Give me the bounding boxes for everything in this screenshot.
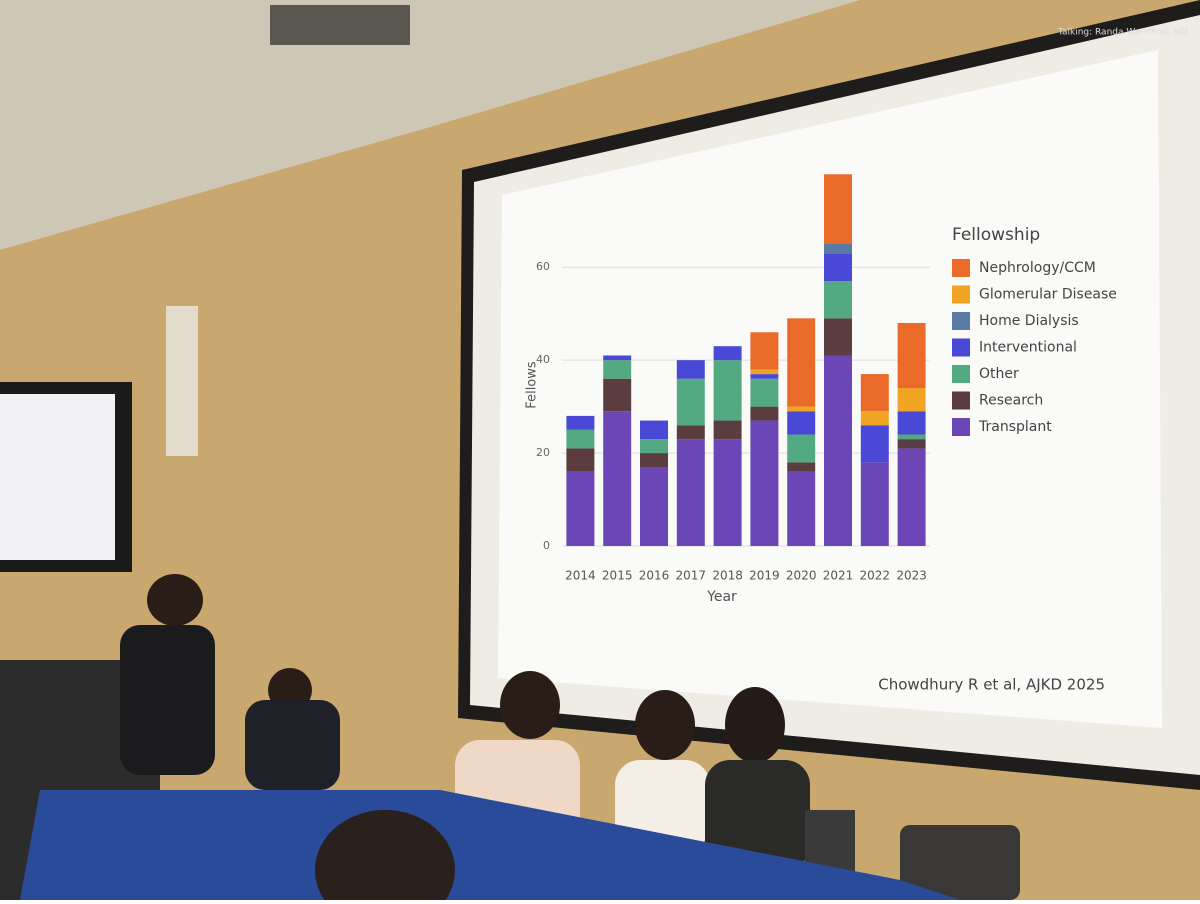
- table: [20, 790, 960, 900]
- bar-segment: [676, 439, 705, 546]
- x-tick-label: 2022: [860, 569, 891, 583]
- audience-head: [315, 810, 455, 904]
- x-tick-label: 2016: [639, 569, 670, 583]
- y-tick-label: 40: [536, 353, 550, 366]
- bar-segment: [603, 360, 632, 379]
- x-tick-label: 2021: [823, 569, 854, 583]
- bar-segment: [860, 411, 889, 426]
- y-tick-label: 0: [543, 539, 550, 552]
- x-tick-label: 2020: [786, 569, 817, 583]
- y-tick-label: 20: [536, 446, 550, 459]
- bar-segment: [713, 439, 742, 546]
- legend-title: Fellowship: [952, 225, 1040, 245]
- person: [500, 671, 560, 739]
- person: [615, 760, 710, 850]
- bar-segment: [824, 253, 852, 282]
- x-tick-label: 2018: [712, 569, 743, 583]
- person: [705, 760, 810, 870]
- bar-segment: [566, 429, 595, 449]
- source: Chowdhury R et al, AJKD 2025: [878, 676, 1105, 694]
- bar-segment: [566, 471, 595, 546]
- bar-segment: [566, 448, 595, 472]
- chart: 0 20 40 60 2014 2015 2016 2017 2018 2019 2020 2021 2…: [536, 174, 1117, 583]
- legend-label: Home Dialysis: [979, 313, 1079, 329]
- monitor-screen: [0, 394, 115, 560]
- bar-segment: [750, 378, 779, 407]
- bar-segment: [787, 434, 816, 463]
- legend-swatch: [952, 391, 970, 410]
- x-tick-label: 2015: [602, 569, 633, 583]
- bar-segment: [824, 281, 852, 319]
- chair: [900, 825, 1020, 900]
- bar-segment: [897, 388, 926, 412]
- legend-label: Research: [979, 393, 1043, 409]
- y-axis-title: Fellows: [525, 361, 540, 409]
- legend-label: Nephrology/CCM: [979, 260, 1096, 276]
- legend-label: Glomerular Disease: [979, 287, 1117, 303]
- bar-segment: [676, 378, 705, 426]
- bar-segment: [824, 174, 852, 244]
- speaker-box: [166, 306, 198, 456]
- bar-segment: [713, 420, 742, 440]
- legend-swatch: [952, 285, 970, 304]
- legend-label: Other: [979, 366, 1019, 382]
- bar-segment: [750, 332, 779, 370]
- x-tick-label: 2019: [749, 569, 780, 583]
- x-tick-label: 2017: [676, 569, 707, 583]
- bar-segment: [603, 378, 632, 412]
- person: [635, 690, 695, 760]
- bar-segment: [640, 453, 668, 468]
- bar-segment: [824, 355, 852, 546]
- bar-segment: [897, 448, 926, 546]
- bar-segment: [860, 374, 889, 412]
- bar-segment: [787, 462, 816, 472]
- bar-segment: [897, 439, 926, 449]
- bar-segment: [824, 243, 852, 254]
- x-axis-title: Year: [706, 589, 737, 605]
- bar-segment: [787, 471, 816, 546]
- bar-segment: [713, 360, 742, 421]
- bar-segment: [787, 406, 816, 412]
- legend-label: Transplant: [978, 419, 1052, 435]
- person: [147, 574, 203, 626]
- bar-segment: [787, 411, 816, 435]
- bar-segment: [750, 420, 779, 546]
- bar-segment: [676, 425, 705, 440]
- bar-segment: [860, 425, 889, 463]
- bar-segment: [676, 360, 705, 379]
- person: [120, 625, 215, 775]
- legend-swatch: [952, 312, 970, 330]
- x-tick-label: 2014: [565, 569, 596, 583]
- bar-segment: [787, 318, 816, 407]
- person: [245, 700, 340, 790]
- legend-swatch: [952, 365, 970, 383]
- bar-segment: [640, 420, 668, 440]
- bar-segment: [750, 406, 779, 421]
- legend-swatch: [952, 338, 970, 357]
- person: [725, 687, 785, 763]
- bar-segment: [897, 434, 926, 440]
- y-tick-label: 60: [536, 260, 550, 273]
- bar-segment: [566, 415, 595, 430]
- bar-segment: [750, 369, 779, 375]
- bar-segment: [897, 322, 926, 389]
- ceiling: [0, 0, 860, 250]
- speaker-caption: Talking: Randa Wanchoo, MD: [1057, 28, 1188, 38]
- bar-segment: [824, 318, 852, 356]
- bar-segment: [640, 467, 668, 546]
- bar-segment: [713, 346, 742, 361]
- bar-segment: [860, 462, 889, 546]
- bar-segment: [603, 411, 632, 546]
- legend-swatch: [952, 259, 970, 277]
- legend-label: Interventional: [979, 340, 1077, 356]
- vent: [270, 5, 410, 45]
- bar-segment: [603, 355, 632, 361]
- legend-swatch: [952, 418, 970, 436]
- bar-segment: [897, 411, 926, 435]
- x-tick-label: 2023: [896, 569, 927, 583]
- bar-segment: [750, 374, 779, 379]
- bar-segment: [640, 439, 668, 454]
